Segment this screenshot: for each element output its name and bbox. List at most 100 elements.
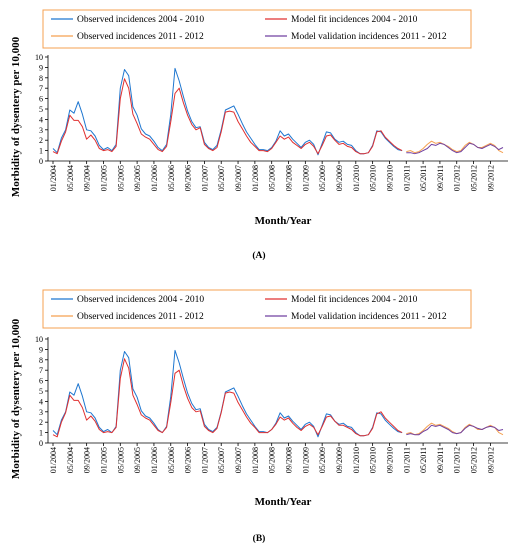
y-axis-label: Morbidity of dysentery per 10,000 [10, 36, 22, 197]
x-tick-label: 05/2006 [167, 165, 176, 191]
y-tick-label: 0 [39, 157, 43, 166]
x-axis-label: Month/Year [255, 496, 312, 508]
x-tick-label: 09/2006 [184, 165, 193, 191]
x-tick-label: 09/2004 [83, 165, 92, 191]
x-tick-label: 09/2006 [184, 447, 193, 473]
x-tick-label: 05/2005 [116, 447, 125, 473]
series-line-2 [52, 358, 403, 438]
x-axis-label: Month/Year [255, 215, 312, 227]
x-tick-label: 05/2011 [419, 165, 428, 191]
y-tick-label: 7 [39, 84, 43, 93]
x-tick-label: 05/2004 [66, 447, 75, 473]
x-tick-label: 01/2011 [402, 165, 411, 191]
y-tick-label: 9 [39, 63, 43, 72]
x-tick-label: 05/2012 [470, 447, 479, 473]
panel-label: (B) [253, 533, 266, 544]
y-tick-label: 5 [39, 105, 43, 114]
series-line-1 [52, 349, 403, 438]
x-tick-label: 01/2009 [301, 447, 310, 473]
x-tick-label: 01/2008 [251, 447, 260, 473]
x-tick-label: 01/2011 [402, 447, 411, 473]
y-tick-label: 1 [39, 147, 43, 156]
x-tick-label: 09/2010 [385, 165, 394, 191]
series-line-2 [52, 78, 403, 155]
x-tick-label: 01/2009 [301, 165, 310, 191]
y-tick-label: 8 [39, 356, 43, 365]
x-tick-label: 09/2010 [385, 447, 394, 473]
y-tick-label: 7 [39, 366, 43, 375]
x-tick-label: 01/2005 [99, 165, 108, 191]
y-tick-label: 5 [39, 387, 43, 396]
y-tick-label: 6 [39, 377, 43, 386]
x-tick-label: 09/2005 [133, 165, 142, 191]
x-tick-label: 01/2004 [49, 165, 58, 191]
legend-entry-1: Observed incidences 2004 - 2010 [77, 15, 204, 25]
legend-box [42, 289, 472, 329]
x-tick-label: 09/2009 [335, 165, 344, 191]
x-tick-label: 01/2007 [200, 165, 209, 191]
y-tick-label: 3 [39, 126, 43, 135]
x-tick-label: 01/2012 [453, 447, 462, 473]
x-tick-label: 09/2008 [285, 447, 294, 473]
series-line-3 [406, 140, 504, 154]
x-tick-label: 01/2012 [453, 165, 462, 191]
x-tick-label: 05/2009 [318, 165, 327, 191]
x-tick-label: 05/2005 [116, 165, 125, 191]
y-tick-label: 8 [39, 74, 43, 83]
x-tick-label: 09/2004 [83, 447, 92, 473]
chart-panel-b: Observed incidences 2004 - 2010 Model fit… [10, 289, 508, 544]
y-tick-label: 10 [35, 335, 43, 344]
x-tick-label: 09/2008 [285, 165, 294, 191]
x-tick-label: 01/2006 [150, 447, 159, 473]
y-tick-label: 1 [39, 429, 43, 438]
y-tick-label: 2 [39, 136, 43, 145]
x-tick-label: 01/2010 [352, 447, 361, 473]
y-tick-label: 9 [39, 345, 43, 354]
x-tick-label: 09/2012 [486, 165, 495, 191]
x-tick-label: 05/2011 [419, 447, 428, 473]
x-tick-label: 09/2012 [486, 447, 495, 473]
series-line-4 [406, 142, 504, 155]
legend-entry-2: Model fit incidences 2004 - 2010 [291, 14, 418, 25]
x-tick-label: 01/2004 [49, 447, 58, 473]
panel-label: (A) [252, 250, 265, 261]
y-tick-label: 4 [39, 397, 43, 406]
x-tick-label: 09/2005 [133, 447, 142, 473]
series-line-4 [406, 424, 504, 436]
x-tick-label: 09/2011 [436, 165, 445, 191]
y-tick-label: 3 [39, 408, 43, 417]
x-tick-label: 05/2006 [167, 447, 176, 473]
x-tick-label: 05/2007 [217, 165, 226, 191]
x-tick-label: 05/2008 [268, 165, 277, 191]
legend-entry-2: Model fit incidences 2004 - 2010 [291, 294, 418, 305]
x-tick-label: 05/2010 [369, 447, 378, 473]
legend-box [42, 9, 472, 49]
x-tick-label: 01/2008 [251, 165, 260, 191]
x-tick-label: 05/2008 [268, 447, 277, 473]
x-tick-label: 05/2009 [318, 447, 327, 473]
legend-entry-3: Observed incidences 2011 - 2012 [77, 32, 204, 42]
x-tick-label: 05/2010 [369, 165, 378, 191]
x-tick-label: 01/2006 [150, 165, 159, 191]
x-tick-label: 05/2004 [66, 165, 75, 191]
y-axis-label: Morbidity of dysentery per 10,000 [10, 318, 22, 479]
x-tick-label: 09/2009 [335, 447, 344, 473]
x-tick-label: 01/2007 [200, 447, 209, 473]
legend-entry-1: Observed incidences 2004 - 2010 [77, 295, 204, 305]
chart-panel-a: Observed incidences 2004 - 2010 Model fit… [10, 9, 508, 261]
y-tick-label: 0 [39, 439, 43, 448]
legend-entry-4: Model validation incidences 2011 - 2012 [291, 312, 447, 322]
y-tick-label: 4 [39, 115, 43, 124]
x-tick-label: 05/2007 [217, 447, 226, 473]
x-tick-label: 09/2011 [436, 447, 445, 473]
x-tick-label: 09/2007 [234, 165, 243, 191]
x-tick-label: 05/2012 [470, 165, 479, 191]
legend-entry-3: Observed incidences 2011 - 2012 [77, 312, 204, 322]
x-tick-label: 09/2007 [234, 447, 243, 473]
y-tick-label: 2 [39, 418, 43, 427]
x-tick-label: 01/2010 [352, 165, 361, 191]
y-tick-label: 6 [39, 95, 43, 104]
y-tick-label: 10 [35, 53, 43, 62]
x-tick-label: 01/2005 [99, 447, 108, 473]
